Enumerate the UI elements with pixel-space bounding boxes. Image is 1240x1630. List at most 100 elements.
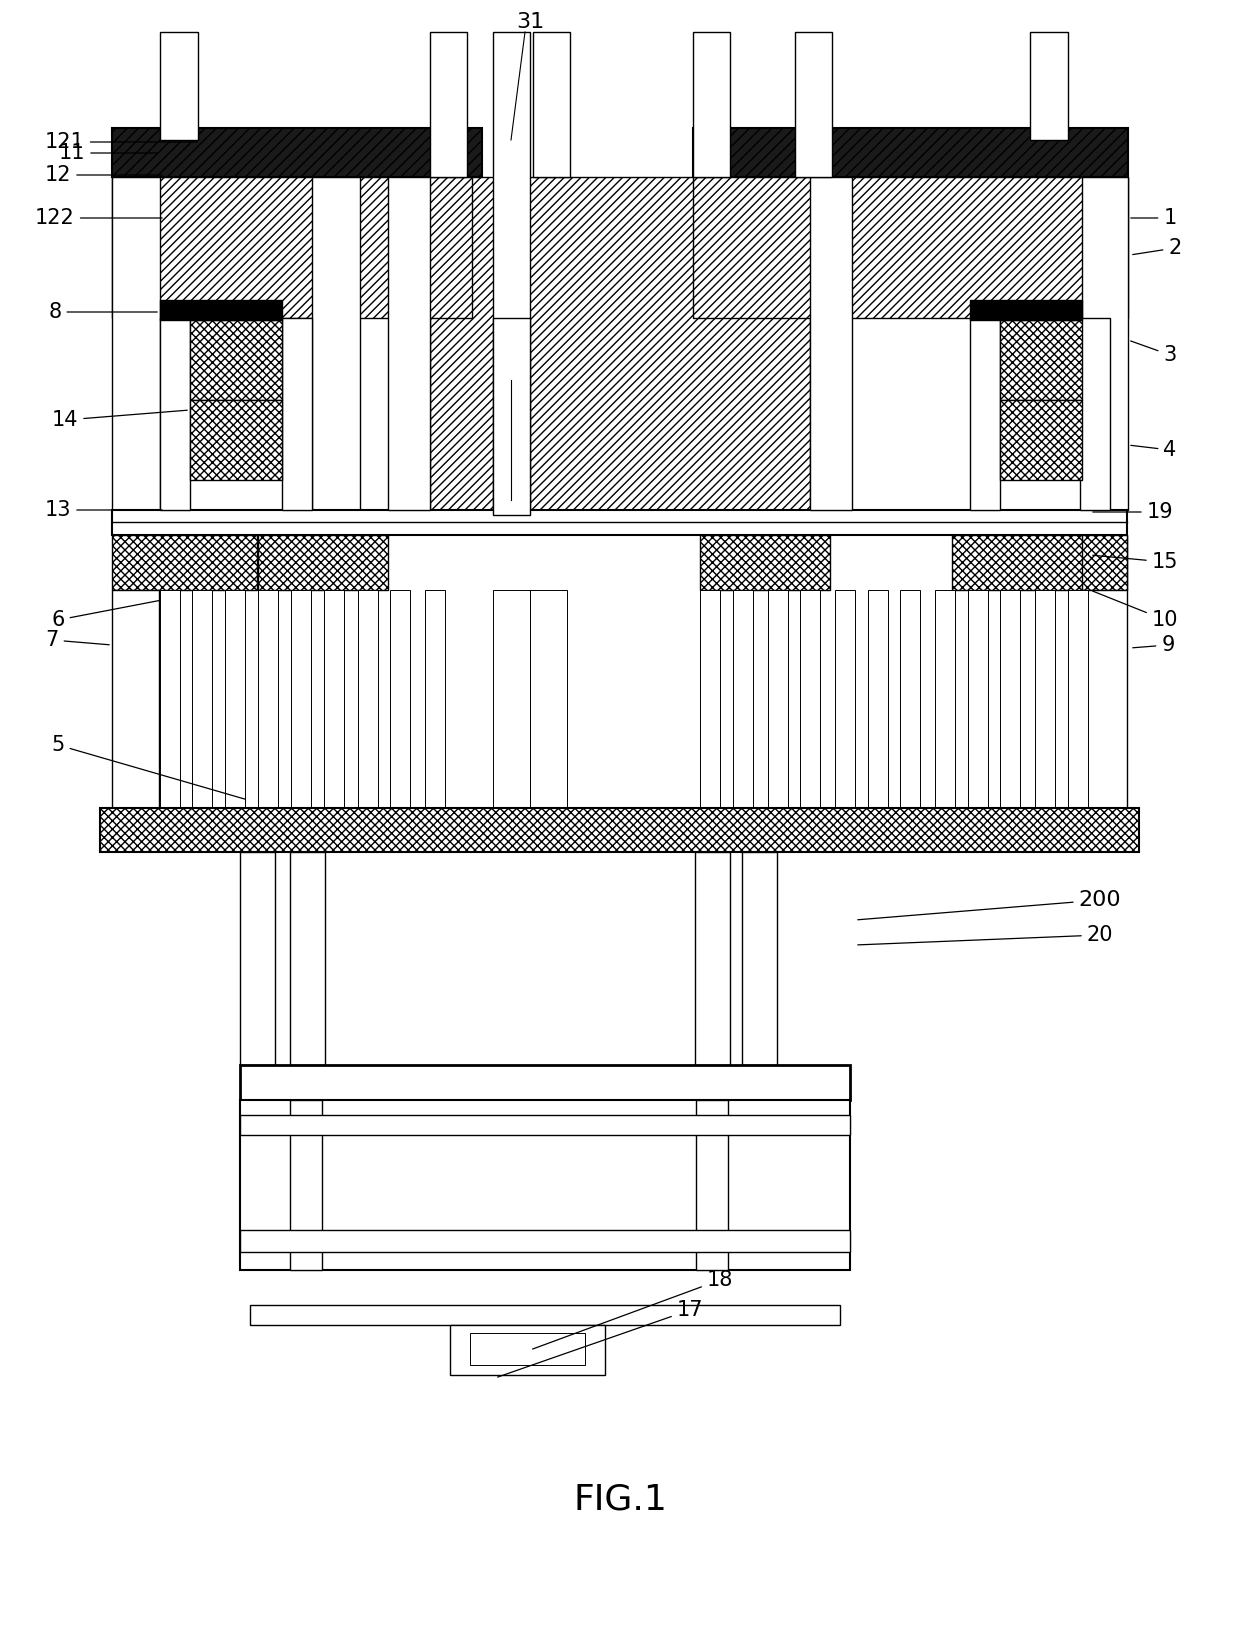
Bar — [968, 590, 988, 808]
Bar — [388, 178, 430, 510]
Text: 31: 31 — [516, 11, 544, 33]
Bar — [952, 535, 1127, 590]
Bar — [241, 1115, 849, 1134]
Bar — [494, 178, 529, 510]
Bar — [999, 399, 1083, 479]
Bar — [241, 852, 275, 1064]
Bar — [192, 590, 212, 808]
Text: 6: 6 — [51, 600, 159, 631]
Text: 3: 3 — [1131, 341, 1177, 365]
Bar — [835, 590, 856, 808]
Bar — [224, 590, 246, 808]
Bar — [1083, 535, 1127, 590]
Bar — [900, 590, 920, 808]
Bar — [494, 33, 529, 510]
Text: 200: 200 — [858, 890, 1121, 919]
Bar — [450, 1325, 605, 1376]
Bar — [112, 178, 472, 318]
Text: 122: 122 — [35, 209, 162, 228]
Text: 9: 9 — [1133, 636, 1174, 655]
Bar — [112, 590, 159, 808]
Bar — [160, 318, 312, 510]
Bar — [250, 1306, 839, 1325]
Bar — [768, 590, 787, 808]
Bar — [529, 590, 567, 808]
Text: FIG.1: FIG.1 — [573, 1483, 667, 1518]
Bar — [810, 178, 852, 510]
Text: 4: 4 — [1131, 440, 1177, 460]
Text: 17: 17 — [497, 1301, 703, 1377]
Bar — [1035, 590, 1055, 808]
Bar — [112, 510, 1127, 535]
Bar — [733, 590, 753, 808]
Bar — [290, 1100, 322, 1270]
Text: 2: 2 — [1133, 238, 1182, 258]
Bar — [241, 1064, 849, 1100]
Bar — [701, 535, 830, 590]
Bar — [935, 590, 955, 808]
Bar — [430, 33, 467, 178]
Bar — [241, 1100, 849, 1270]
Bar — [281, 318, 312, 510]
Bar — [430, 178, 810, 510]
Bar — [112, 129, 482, 178]
Bar — [1083, 590, 1127, 808]
Bar — [742, 852, 777, 1064]
Bar — [160, 318, 190, 510]
Bar — [324, 590, 343, 808]
Text: 10: 10 — [1092, 592, 1178, 631]
Bar — [696, 1100, 728, 1270]
Bar — [112, 535, 257, 590]
Bar — [693, 129, 1128, 178]
Bar — [190, 319, 281, 399]
Text: 18: 18 — [533, 1270, 733, 1350]
Bar — [258, 590, 278, 808]
Text: 20: 20 — [858, 924, 1114, 945]
Bar — [970, 300, 1083, 319]
Bar — [312, 178, 360, 510]
Bar — [693, 33, 730, 178]
Bar — [425, 590, 445, 808]
Bar — [970, 318, 1080, 510]
Bar — [970, 318, 999, 510]
Text: 5: 5 — [51, 735, 246, 799]
Bar — [290, 852, 325, 1064]
Bar — [1083, 178, 1128, 510]
Bar — [291, 590, 311, 808]
Bar — [391, 590, 410, 808]
Bar — [999, 319, 1083, 399]
Bar — [693, 178, 1128, 318]
Bar — [494, 318, 529, 515]
Text: 121: 121 — [45, 132, 197, 152]
Bar — [494, 590, 529, 808]
Bar — [358, 590, 378, 808]
Text: 15: 15 — [1092, 553, 1178, 572]
Bar — [868, 590, 888, 808]
Bar — [160, 590, 180, 808]
Bar — [1030, 33, 1068, 140]
Bar — [190, 399, 281, 479]
Bar — [160, 33, 198, 140]
Text: 11: 11 — [58, 143, 157, 163]
Bar — [1068, 590, 1087, 808]
Bar — [999, 590, 1021, 808]
Text: 1: 1 — [1131, 209, 1177, 228]
Bar — [160, 300, 281, 319]
Text: 19: 19 — [1092, 502, 1173, 522]
Text: 7: 7 — [46, 631, 109, 650]
Bar — [533, 33, 570, 178]
Text: 13: 13 — [45, 500, 162, 520]
Bar — [470, 1333, 585, 1364]
Bar — [258, 535, 388, 590]
Bar — [795, 33, 832, 178]
Text: 8: 8 — [48, 302, 157, 323]
Bar — [694, 852, 730, 1064]
Bar — [800, 590, 820, 808]
Bar — [112, 178, 160, 510]
Text: 12: 12 — [45, 165, 162, 184]
Bar — [100, 808, 1140, 852]
Bar — [701, 590, 720, 808]
Bar — [1080, 318, 1110, 510]
Bar — [241, 1231, 849, 1252]
Text: 14: 14 — [52, 411, 187, 430]
